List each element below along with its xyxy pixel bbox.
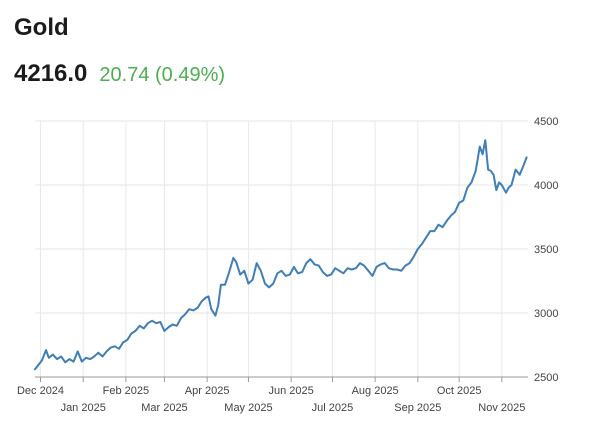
y-tick-label-2500: 2500: [534, 372, 558, 384]
chart-series: [34, 139, 528, 371]
price-change: 20.74 (0.49%): [99, 64, 226, 86]
x-tick-label-8: Aug 2025: [352, 385, 399, 397]
x-tick-label-6: Jun 2025: [269, 385, 314, 397]
x-tick-label-3: Mar 2025: [141, 402, 187, 414]
price-row: 4216.0 20.74 (0.49%): [14, 60, 225, 88]
y-tick-label-3000: 3000: [534, 308, 558, 320]
x-tick-label-10: Oct 2025: [437, 385, 482, 397]
x-tick-label-9: Sep 2025: [394, 402, 441, 414]
current-price: 4216.0: [14, 60, 88, 87]
y-tick-label-4000: 4000: [534, 180, 558, 192]
x-tick-label-11: Nov 2025: [478, 402, 525, 414]
y-axis: 2500 3000 3500 4000 4500: [534, 116, 558, 384]
series-line-gold: [34, 139, 528, 371]
x-tick-label-0: Dec 2024: [17, 385, 64, 397]
x-tick-label-5: May 2025: [224, 402, 272, 414]
x-tick-label-2: Feb 2025: [103, 385, 149, 397]
x-tick-label-7: Jul 2025: [312, 402, 354, 414]
price-chart[interactable]: 2500 3000 3500 4000 4500 Dec 2024 Jan 2025 Feb…: [0, 100, 600, 435]
y-tick-label-3500: 3500: [534, 244, 558, 256]
x-tick-label-4: Apr 2025: [185, 385, 230, 397]
asset-title: Gold: [14, 14, 69, 41]
x-axis: Dec 2024 Jan 2025 Feb 2025 Mar 2025 Apr 2025…: [17, 376, 528, 414]
chart-grid: [35, 120, 528, 378]
y-tick-label-4500: 4500: [534, 116, 558, 128]
x-tick-label-1: Jan 2025: [61, 402, 106, 414]
